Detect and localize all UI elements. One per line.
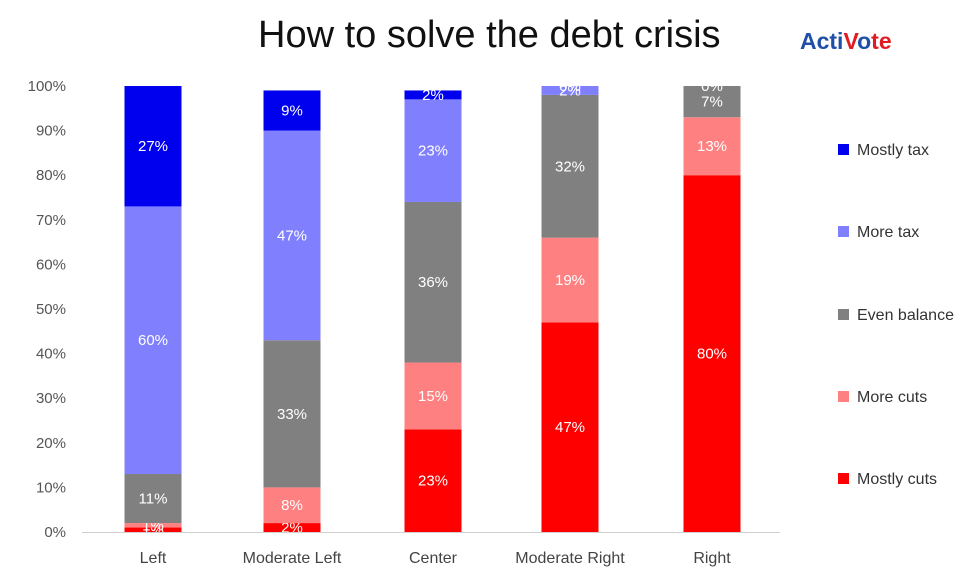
legend-label: More tax [857, 224, 919, 241]
bar-segment [683, 86, 741, 118]
data-label: 0% [559, 78, 581, 95]
data-label: 2% [422, 87, 444, 104]
data-label: 27% [138, 138, 168, 155]
bar-segment [263, 523, 321, 532]
data-label: 32% [555, 158, 585, 175]
y-tick-label: 10% [36, 479, 66, 496]
bar-segment [683, 117, 741, 176]
bar-segment [541, 322, 599, 532]
bar-segment [124, 527, 182, 532]
bar-segment [404, 201, 462, 363]
y-tick-label: 50% [36, 301, 66, 318]
data-label: 23% [418, 143, 448, 160]
data-label: 9% [281, 103, 303, 120]
data-label: 7% [701, 94, 723, 111]
chart-title: How to solve the debt crisis [258, 14, 721, 56]
data-label: 36% [418, 274, 448, 291]
data-label: 8% [281, 497, 303, 514]
data-label: 2% [559, 82, 581, 99]
legend-label: Mostly tax [857, 142, 929, 159]
bar-segment [124, 523, 182, 528]
bar-segment [404, 429, 462, 532]
x-category-label: Moderate Right [515, 550, 625, 567]
y-tick-label: 20% [36, 435, 66, 452]
bar-segment [541, 94, 599, 238]
bar-segment [541, 237, 599, 323]
y-tick-label: 80% [36, 167, 66, 184]
bar-segment [263, 340, 321, 488]
bar-segment [263, 130, 321, 341]
x-category-label: Left [140, 550, 167, 567]
bar-segment [124, 206, 182, 475]
y-tick-label: 30% [36, 390, 66, 407]
legend-swatch [838, 309, 849, 320]
bar-segment [263, 487, 321, 524]
bar-segment [124, 86, 182, 207]
x-category-label: Right [693, 550, 731, 567]
x-category-label: Center [409, 550, 458, 567]
legend-swatch [838, 226, 849, 237]
data-label: 23% [418, 473, 448, 490]
bar-segment [404, 99, 462, 202]
legend-label: More cuts [857, 389, 927, 406]
data-label: 11% [139, 491, 168, 508]
bar-segment [541, 86, 599, 95]
legend-swatch [838, 473, 849, 484]
legend-swatch [838, 144, 849, 155]
data-label: 33% [277, 406, 307, 423]
legend-label: Even balance [857, 307, 954, 324]
data-label: 19% [555, 272, 585, 289]
x-category-label: Moderate Left [243, 550, 342, 567]
y-tick-label: 100% [28, 78, 66, 95]
bar-segment [404, 90, 462, 100]
data-label: 47% [555, 419, 585, 436]
bar-segment [263, 90, 321, 131]
data-label: 60% [138, 332, 168, 349]
y-tick-label: 0% [44, 524, 66, 541]
legend-swatch [838, 391, 849, 402]
y-tick-label: 70% [36, 212, 66, 229]
y-tick-label: 40% [36, 346, 66, 363]
data-label: 13% [697, 138, 727, 155]
data-label: 47% [277, 227, 307, 244]
bar-segment [404, 362, 462, 430]
bar-segment [683, 175, 741, 532]
activote-logo: ActiVote [800, 28, 892, 54]
data-label: 80% [697, 346, 727, 363]
data-label: 15% [418, 388, 448, 405]
data-label: 0% [701, 78, 723, 95]
bar-segment [124, 474, 182, 524]
y-tick-label: 60% [36, 256, 66, 273]
y-tick-label: 90% [36, 123, 66, 140]
legend-label: Mostly cuts [857, 471, 937, 488]
